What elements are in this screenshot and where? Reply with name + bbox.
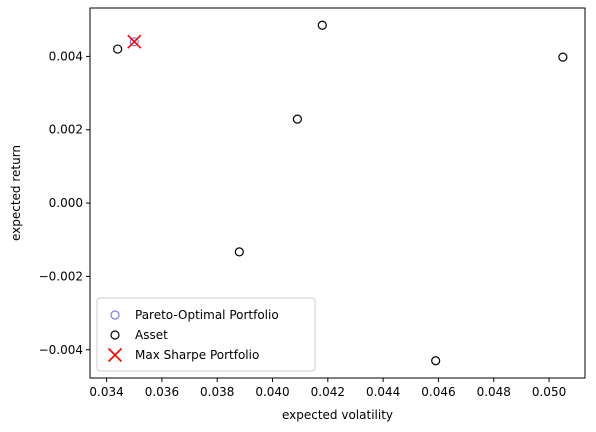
x-axis-label: expected volatility	[282, 408, 393, 422]
asset-point	[317, 20, 327, 30]
x-tick-label: 0.044	[366, 385, 400, 399]
pareto-point-legend-icon	[110, 310, 120, 320]
x-tick-label: 0.050	[532, 385, 566, 399]
asset-point	[292, 114, 303, 124]
y-axis-label: expected return	[9, 145, 23, 241]
y-tick-label: −0.002	[39, 269, 83, 283]
x-axis: 0.034 0.036 0.038 0.040 0.042 0.044 0.046 0.048…	[89, 378, 566, 399]
x-tick-label: 0.034	[89, 385, 123, 399]
plot-area-frame	[89, 7, 586, 379]
asset-point	[558, 52, 568, 62]
asset-point	[113, 44, 123, 54]
max-sharpe-marker-legend-icon	[107, 347, 123, 363]
asset-point	[431, 356, 441, 366]
x-tick-label: 0.048	[477, 385, 511, 399]
y-tick-label: −0.004	[39, 343, 83, 357]
pareto-point	[129, 37, 139, 47]
max-sharpe-marker	[127, 34, 142, 49]
legend-label: Asset	[135, 328, 168, 342]
y-tick-label: 0.000	[49, 196, 83, 210]
x-tick-label: 0.038	[200, 385, 234, 399]
x-tick-label: 0.046	[421, 385, 455, 399]
x-tick-label: 0.036	[145, 385, 179, 399]
x-tick-label: 0.042	[311, 385, 345, 399]
y-axis: −0.004 −0.002 0.000 0.002 0.004	[39, 49, 90, 357]
legend-item: Max Sharpe Portfolio	[107, 347, 259, 363]
points-layer	[113, 20, 568, 366]
y-tick-label: 0.002	[49, 123, 83, 137]
asset-point-legend-icon	[110, 330, 120, 340]
legend-label: Max Sharpe Portfolio	[135, 348, 259, 362]
legend: Pareto-Optimal Portfolio Asset Max Sharpe …	[96, 297, 316, 372]
y-tick-label: 0.004	[49, 49, 83, 63]
legend-label: Pareto-Optimal Portfolio	[135, 308, 279, 322]
x-tick-label: 0.040	[255, 385, 289, 399]
legend-item: Pareto-Optimal Portfolio	[110, 308, 279, 322]
asset-point	[234, 247, 244, 257]
legend-box	[96, 297, 316, 372]
legend-item: Asset	[110, 328, 168, 342]
